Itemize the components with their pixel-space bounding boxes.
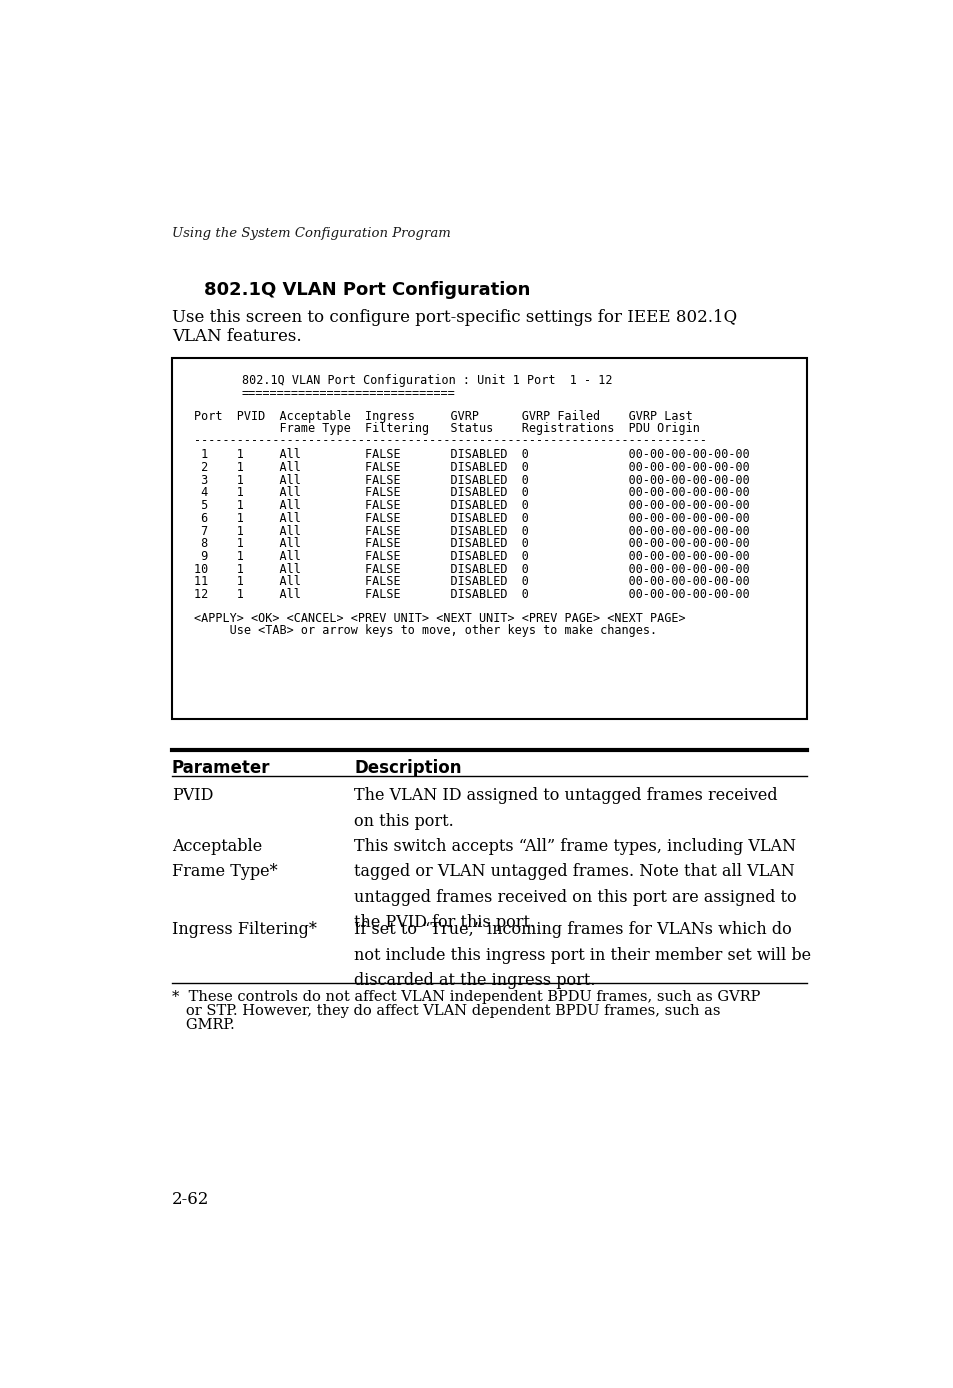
Text: 12    1     All         FALSE       DISABLED  0              00-00-00-00-00-00: 12 1 All FALSE DISABLED 0 00-00-00-00-00… <box>193 589 749 601</box>
Text: Acceptable
Frame Type*: Acceptable Frame Type* <box>172 838 277 880</box>
Text: Using the System Configuration Program: Using the System Configuration Program <box>172 226 451 240</box>
Text: 11    1     All         FALSE       DISABLED  0              00-00-00-00-00-00: 11 1 All FALSE DISABLED 0 00-00-00-00-00… <box>193 576 749 589</box>
Text: 8    1     All         FALSE       DISABLED  0              00-00-00-00-00-00: 8 1 All FALSE DISABLED 0 00-00-00-00-00-… <box>193 537 749 550</box>
Text: 5    1     All         FALSE       DISABLED  0              00-00-00-00-00-00: 5 1 All FALSE DISABLED 0 00-00-00-00-00-… <box>193 500 749 512</box>
Text: Description: Description <box>354 759 461 777</box>
Text: 9    1     All         FALSE       DISABLED  0              00-00-00-00-00-00: 9 1 All FALSE DISABLED 0 00-00-00-00-00-… <box>193 550 749 564</box>
Text: GMRP.: GMRP. <box>172 1019 234 1033</box>
Text: ------------------------------------------------------------------------: ----------------------------------------… <box>193 434 706 447</box>
Text: 7    1     All         FALSE       DISABLED  0              00-00-00-00-00-00: 7 1 All FALSE DISABLED 0 00-00-00-00-00-… <box>193 525 749 537</box>
Text: 4    1     All         FALSE       DISABLED  0              00-00-00-00-00-00: 4 1 All FALSE DISABLED 0 00-00-00-00-00-… <box>193 487 749 500</box>
Text: Parameter: Parameter <box>172 759 270 777</box>
Text: VLAN features.: VLAN features. <box>172 328 301 346</box>
Text: 1    1     All         FALSE       DISABLED  0              00-00-00-00-00-00: 1 1 All FALSE DISABLED 0 00-00-00-00-00-… <box>193 448 749 461</box>
Text: Use this screen to configure port-specific settings for IEEE 802.1Q: Use this screen to configure port-specif… <box>172 310 737 326</box>
Text: ==============================: ============================== <box>241 387 455 400</box>
Text: 3    1     All         FALSE       DISABLED  0              00-00-00-00-00-00: 3 1 All FALSE DISABLED 0 00-00-00-00-00-… <box>193 473 749 487</box>
Text: <APPLY> <OK> <CANCEL> <PREV UNIT> <NEXT UNIT> <PREV PAGE> <NEXT PAGE>: <APPLY> <OK> <CANCEL> <PREV UNIT> <NEXT … <box>193 612 684 625</box>
Text: If set to “True,” incoming frames for VLANs which do
not include this ingress po: If set to “True,” incoming frames for VL… <box>354 922 810 990</box>
Text: 802.1Q VLAN Port Configuration: 802.1Q VLAN Port Configuration <box>204 280 530 298</box>
FancyBboxPatch shape <box>172 358 806 719</box>
Text: 10    1     All         FALSE       DISABLED  0              00-00-00-00-00-00: 10 1 All FALSE DISABLED 0 00-00-00-00-00… <box>193 562 749 576</box>
Text: This switch accepts “All” frame types, including VLAN
tagged or VLAN untagged fr: This switch accepts “All” frame types, i… <box>354 838 796 931</box>
Text: 2-62: 2-62 <box>172 1191 209 1208</box>
Text: PVID: PVID <box>172 787 213 804</box>
Text: Frame Type  Filtering   Status    Registrations  PDU Origin: Frame Type Filtering Status Registration… <box>193 422 699 436</box>
Text: 2    1     All         FALSE       DISABLED  0              00-00-00-00-00-00: 2 1 All FALSE DISABLED 0 00-00-00-00-00-… <box>193 461 749 475</box>
Text: The VLAN ID assigned to untagged frames received
on this port.: The VLAN ID assigned to untagged frames … <box>354 787 777 830</box>
Text: Ingress Filtering*: Ingress Filtering* <box>172 922 316 938</box>
Text: Port  PVID  Acceptable  Ingress     GVRP      GVRP Failed    GVRP Last: Port PVID Acceptable Ingress GVRP GVRP F… <box>193 409 692 423</box>
Text: 802.1Q VLAN Port Configuration : Unit 1 Port  1 - 12: 802.1Q VLAN Port Configuration : Unit 1 … <box>241 375 612 387</box>
Text: Use <TAB> or arrow keys to move, other keys to make changes.: Use <TAB> or arrow keys to move, other k… <box>193 625 656 637</box>
Text: or STP. However, they do affect VLAN dependent BPDU frames, such as: or STP. However, they do affect VLAN dep… <box>172 1005 720 1019</box>
Text: 6    1     All         FALSE       DISABLED  0              00-00-00-00-00-00: 6 1 All FALSE DISABLED 0 00-00-00-00-00-… <box>193 512 749 525</box>
Text: *  These controls do not affect VLAN independent BPDU frames, such as GVRP: * These controls do not affect VLAN inde… <box>172 991 760 1005</box>
